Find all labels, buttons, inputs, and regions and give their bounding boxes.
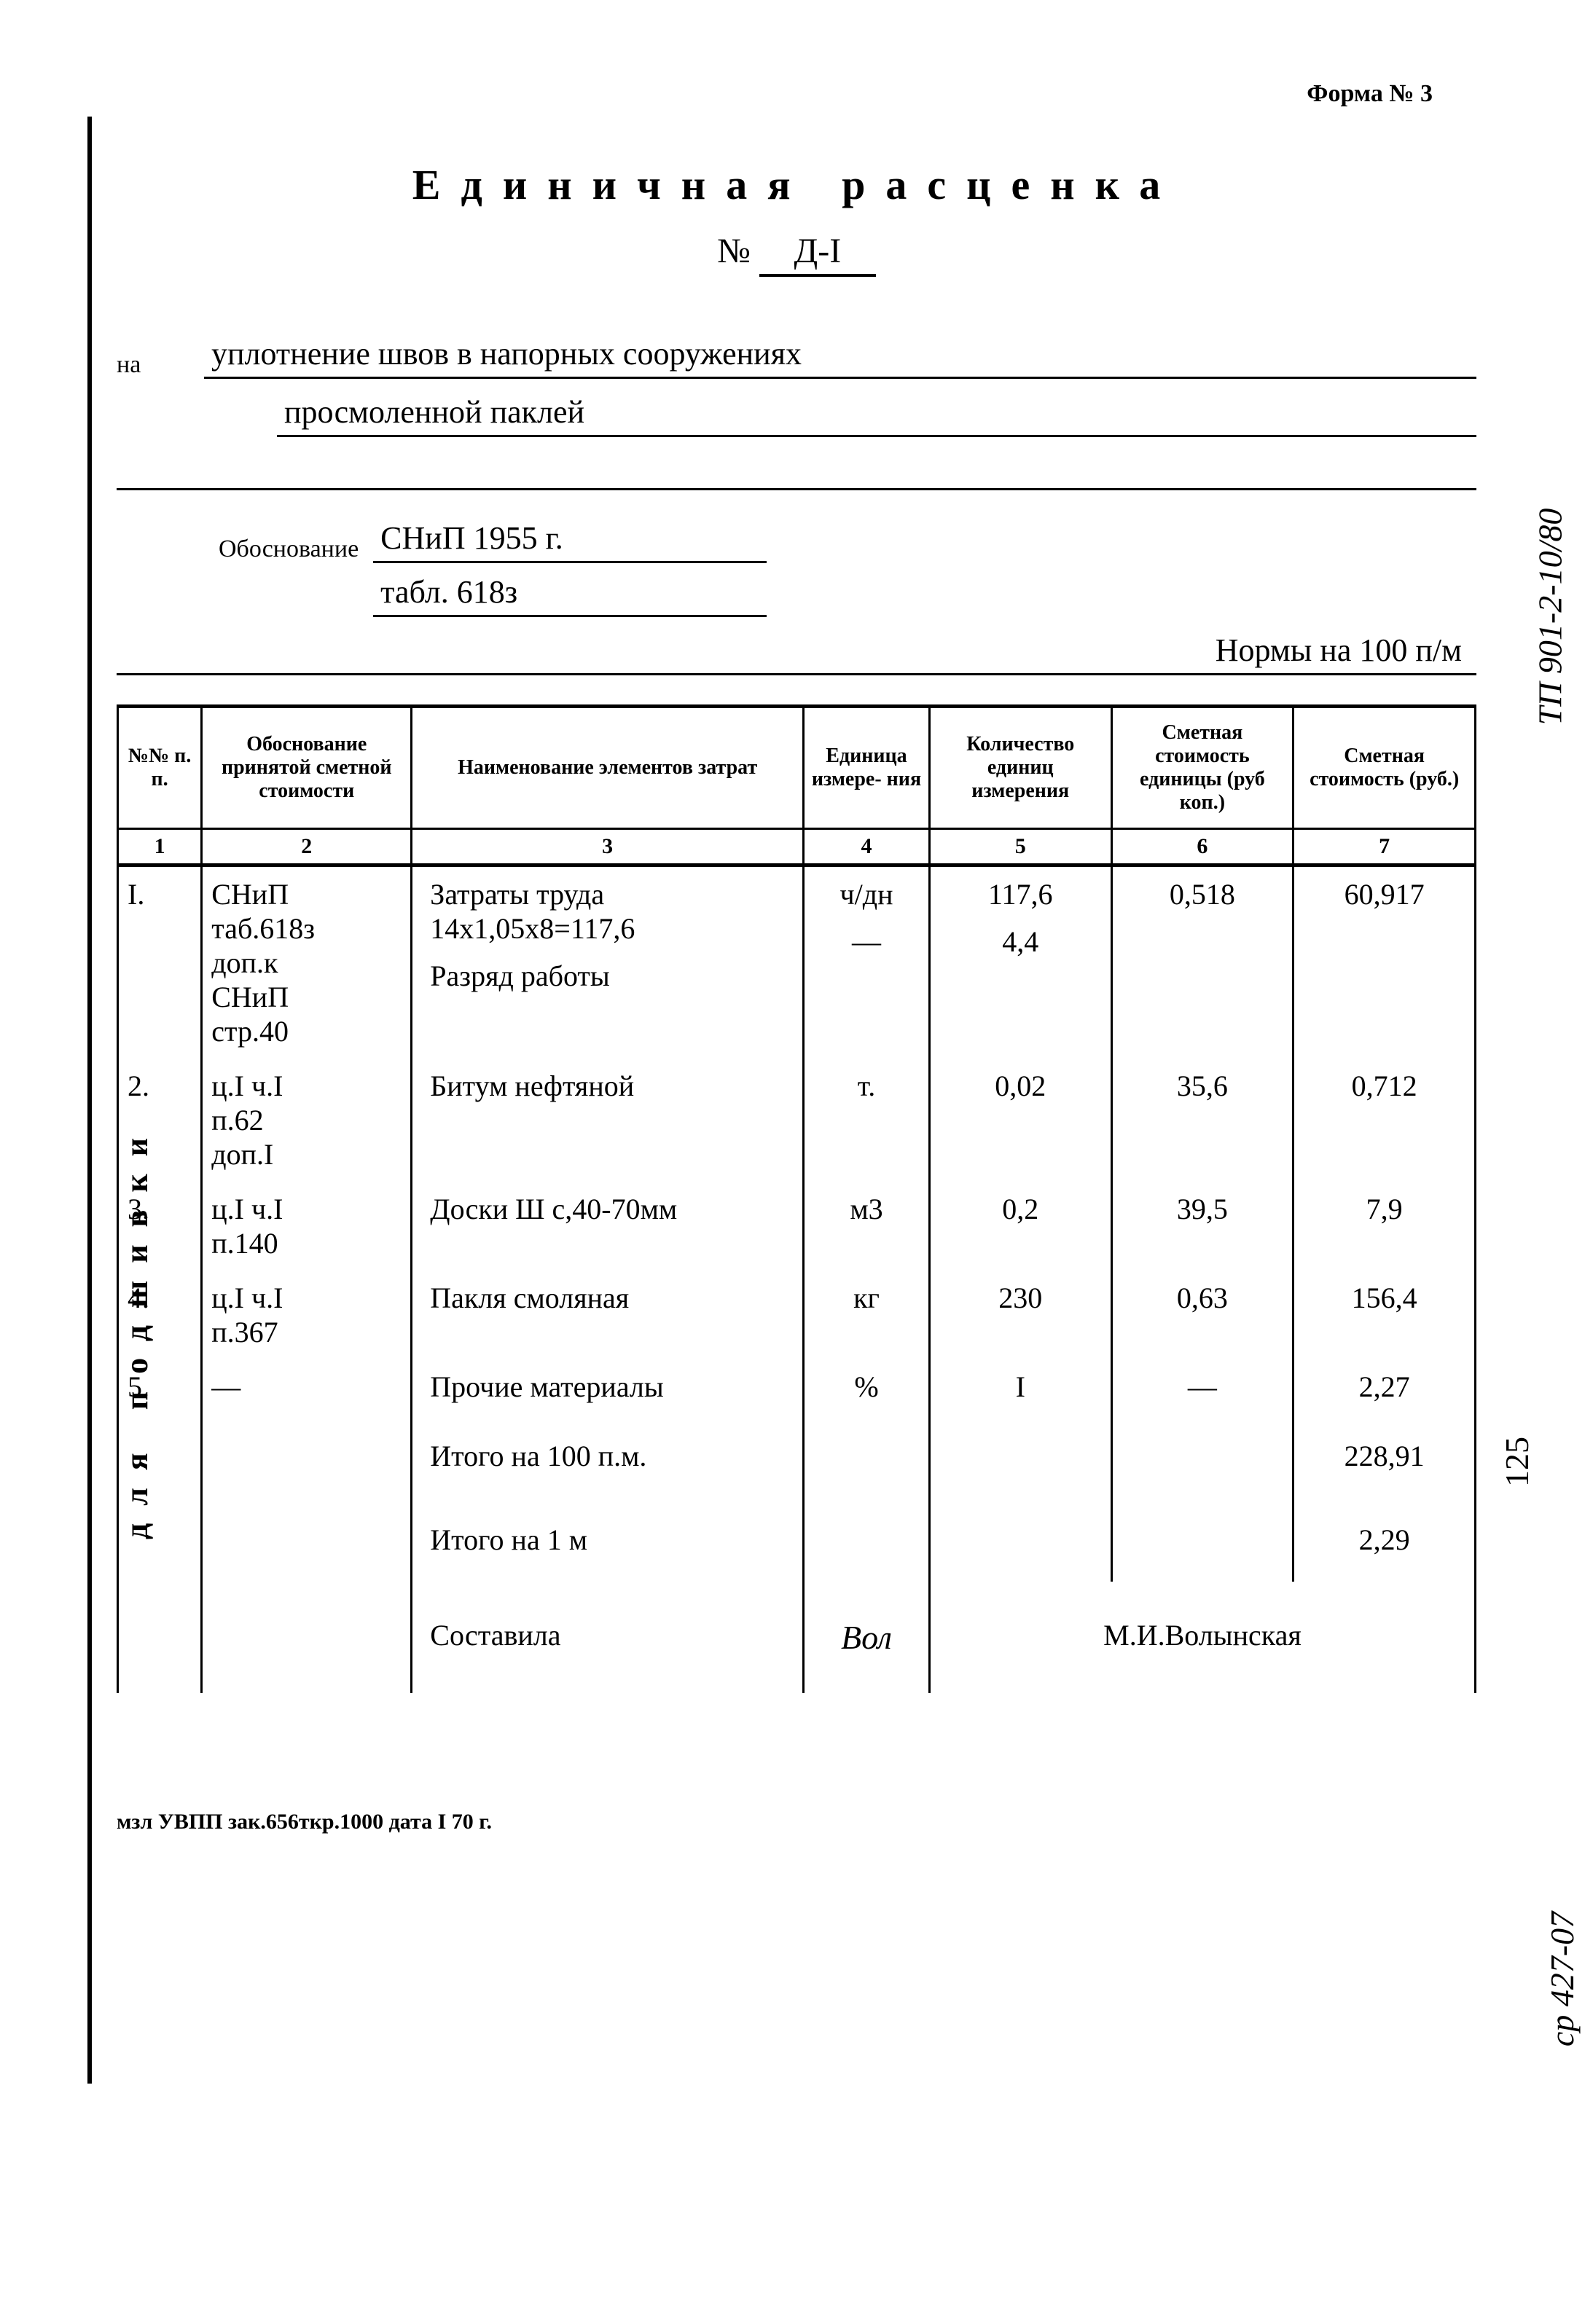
table-row: 2.ц.I ч.Iп.62доп.IБитум нефтянойт.0,0235… <box>118 1059 1476 1182</box>
basis-label: Обоснование <box>219 535 373 563</box>
print-footer: мзл УВПП зак.656ткр.1000 дата I 70 г. <box>117 1810 1476 1834</box>
th-unit: Единица измере- ния <box>804 707 930 829</box>
table-cell <box>804 1414 930 1498</box>
doc-number: Д-I <box>759 231 876 277</box>
table-cell: ц.I ч.Iп.62доп.I <box>202 1059 412 1182</box>
table-cell: 156,4 <box>1293 1271 1476 1359</box>
page-number-vertical: 125 <box>1498 1437 1536 1487</box>
table-cell <box>118 1582 202 1693</box>
table-cell: I. <box>118 865 202 1059</box>
table-row: Итого на 100 п.м. 228,91 <box>118 1414 1476 1498</box>
table-cell <box>202 1582 412 1693</box>
table-cell: 0,712 <box>1293 1059 1476 1182</box>
basis-line-1: СНиП 1955 г. <box>373 519 767 563</box>
th-num: №№ п. п. <box>118 707 202 829</box>
table-cell: 0,2 <box>929 1182 1111 1271</box>
th-uprice: Сметная стоимость единицы (руб коп.) <box>1111 707 1293 829</box>
table-cell <box>929 1498 1111 1582</box>
form-number: Форма № 3 <box>1307 80 1433 108</box>
table-cell: 228,91 <box>1293 1414 1476 1498</box>
table-cell: 60,917 <box>1293 865 1476 1059</box>
table-cell: % <box>804 1359 930 1414</box>
table-row: 3.ц.I ч.Iп.140Доски Ш с,40-70ммм30,239,5… <box>118 1182 1476 1271</box>
basis-block: Обоснование СНиП 1955 г. Обоснование таб… <box>117 519 1476 617</box>
table-cell <box>1111 1414 1293 1498</box>
th-qty: Количество единиц измерения <box>929 707 1111 829</box>
table-cell <box>202 1414 412 1498</box>
doc-number-line: № Д-I <box>117 231 1476 277</box>
table-body: I.СНиПтаб.618здоп.кСНиПстр.40Затраты тру… <box>118 865 1476 1694</box>
table-cell: Затраты труда14x1,05x8=117,6Разряд работ… <box>412 865 804 1059</box>
table-row: 5.—Прочие материалы%I—2,27 <box>118 1359 1476 1414</box>
table-cell: Итого на 1 м <box>412 1498 804 1582</box>
table-row: Итого на 1 м 2,29 <box>118 1498 1476 1582</box>
table-cell: 0,02 <box>929 1059 1111 1182</box>
table-cell: Прочие материалы <box>412 1359 804 1414</box>
table-cell: СНиПтаб.618здоп.кСНиПстр.40 <box>202 865 412 1059</box>
table-cell <box>929 1414 1111 1498</box>
table-cell: 39,5 <box>1111 1182 1293 1271</box>
colnum: 2 <box>202 829 412 865</box>
table-cell: Составила <box>412 1582 804 1693</box>
table-cell: 2,29 <box>1293 1498 1476 1582</box>
colnum: 7 <box>1293 829 1476 865</box>
table-cell <box>1111 1498 1293 1582</box>
table-cell <box>804 1498 930 1582</box>
table-cell: 2,27 <box>1293 1359 1476 1414</box>
colnum: 4 <box>804 829 930 865</box>
subject-block: на уплотнение швов в напорных сооружения… <box>117 335 1476 490</box>
table-cell: ц.I ч.Iп.367 <box>202 1271 412 1359</box>
cost-table: №№ п. п. Обоснование принятой сметной ст… <box>117 704 1476 1693</box>
table-row: 4.ц.I ч.Iп.367Пакля смолянаякг2300,63156… <box>118 1271 1476 1359</box>
binding-text: для подшивки <box>118 1120 155 1539</box>
colnum: 5 <box>929 829 1111 865</box>
title-block: Единичная расценка № Д-I <box>117 160 1476 277</box>
subject-line-2: просмоленной паклей <box>277 393 1476 437</box>
table-cell: ч/дн— <box>804 865 930 1059</box>
table-cell: 117,64,4 <box>929 865 1111 1059</box>
table-cell: м3 <box>804 1182 930 1271</box>
table-cell: Доски Ш с,40-70мм <box>412 1182 804 1271</box>
table-cell: 0,63 <box>1111 1271 1293 1359</box>
signature-row: СоставилаВолМ.И.Волынская <box>118 1582 1476 1693</box>
table-cell <box>202 1498 412 1582</box>
page: Форма № 3 для подшивки ТП 901-2-10/80 12… <box>0 0 1593 2324</box>
subject-label: на <box>117 351 204 379</box>
norms-line: Нормы на 100 п/м <box>117 632 1476 675</box>
table-cell: т. <box>804 1059 930 1182</box>
table-cell: Пакля смоляная <box>412 1271 804 1359</box>
colnum: 3 <box>412 829 804 865</box>
table-header-row: №№ п. п. Обоснование принятой сметной ст… <box>118 707 1476 829</box>
subject-line-1: уплотнение швов в напорных сооружениях <box>204 335 1476 379</box>
signer-name: М.И.Волынская <box>929 1582 1475 1693</box>
table-cell: ц.I ч.Iп.140 <box>202 1182 412 1271</box>
title: Единичная расценка <box>117 160 1476 209</box>
basis-line-2: табл. 618з <box>373 573 767 617</box>
th-basis: Обоснование принятой сметной стоимости <box>202 707 412 829</box>
table-cell: Итого на 100 п.м. <box>412 1414 804 1498</box>
number-prefix: № <box>717 232 751 270</box>
table-cell: кг <box>804 1271 930 1359</box>
table-cell: 35,6 <box>1111 1059 1293 1182</box>
doc-code-vertical: ТП 901-2-10/80 <box>1531 509 1570 726</box>
table-cell: 230 <box>929 1271 1111 1359</box>
blank-underline <box>117 459 1476 490</box>
table-row: I.СНиПтаб.618здоп.кСНиПстр.40Затраты тру… <box>118 865 1476 1059</box>
table-cell: 7,9 <box>1293 1182 1476 1271</box>
table-colnum-row: 1 2 3 4 5 6 7 <box>118 829 1476 865</box>
norms-text: Нормы на 100 п/м <box>1201 632 1476 675</box>
table-cell: — <box>1111 1359 1293 1414</box>
table-cell: 0,518 <box>1111 865 1293 1059</box>
table-cell: Битум нефтяной <box>412 1059 804 1182</box>
colnum: 6 <box>1111 829 1293 865</box>
table-cell: — <box>202 1359 412 1414</box>
table-cell: I <box>929 1359 1111 1414</box>
ref-code-vertical: ср 427-07 <box>1543 1912 1581 2046</box>
binding-rule <box>87 117 92 2084</box>
th-name: Наименование элементов затрат <box>412 707 804 829</box>
signature-scribble: Вол <box>804 1582 930 1693</box>
colnum: 1 <box>118 829 202 865</box>
th-cost: Сметная стоимость (руб.) <box>1293 707 1476 829</box>
